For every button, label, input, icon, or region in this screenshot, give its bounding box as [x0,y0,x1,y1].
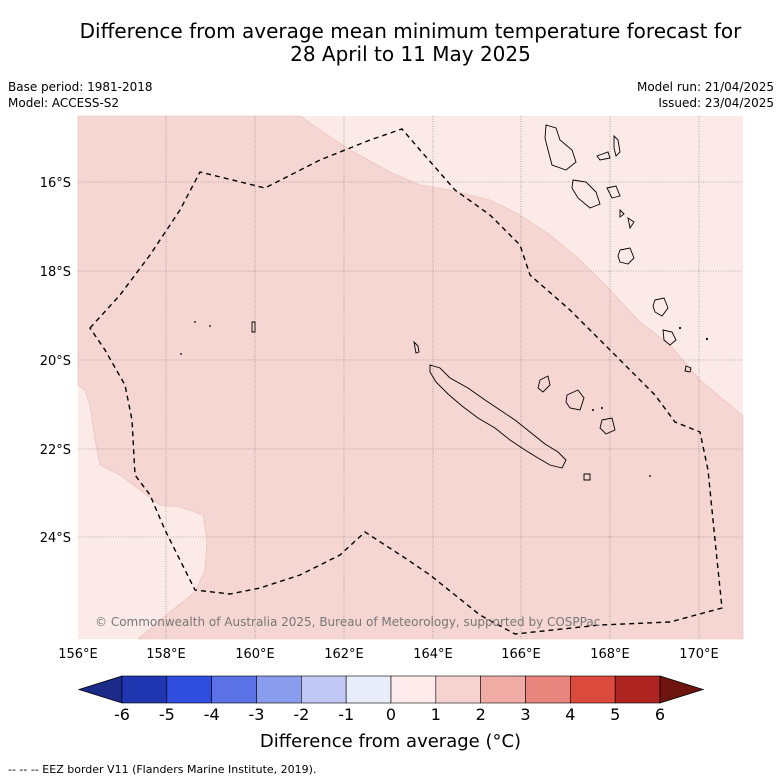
coastlines [251,124,692,481]
lat-label-16: 16°S [40,176,71,191]
colorbar-tick-label: 0 [386,705,396,724]
colorbar-segment [570,675,616,704]
colorbar-tick-label: -5 [159,705,175,724]
loyalty-island-2 [565,389,585,411]
issued-date: Issued: 23/04/2025 [658,96,774,110]
model-name: Model: ACCESS-S2 [8,96,120,110]
islet-g [649,475,651,477]
matthew-island [684,365,692,373]
loyalty-east-1 [652,297,669,317]
vanuatu-malakula [571,179,601,209]
base-period: Base period: 1981-2018 [8,80,153,94]
islet-c [180,353,182,355]
colorbar [77,675,705,704]
isle-of-pines [583,473,591,481]
loyalty-island-3 [599,417,616,435]
vanuatu-tanna [617,247,635,265]
lon-label-156: 156°E [58,647,98,662]
colorbar-tick-label: 5 [610,705,620,724]
eez-border [89,128,723,635]
lon-label-162: 162°E [324,647,364,662]
longitude-labels: 156°E 158°E 160°E 162°E 164°E 166°E 168°… [58,647,719,662]
lat-label-18: 18°S [40,265,71,280]
colorbar-tick-label: 2 [476,705,486,724]
vanuatu-santo [544,124,577,171]
islet-f [705,337,709,341]
colorbar-segment [166,675,212,704]
colorbar-segment [301,675,347,704]
colorbar-segment [435,675,481,704]
colorbar-tick-label: 1 [431,705,441,724]
colorbar-tick-labels: -6 -5 -4 -3 -2 -1 0 1 2 3 4 5 6 [114,705,665,724]
lat-label-24: 24°S [40,531,71,546]
islet-a [251,321,256,333]
colorbar-tick-label: -6 [114,705,130,724]
colorbar-tick-label: 4 [565,705,575,724]
lon-label-158: 158°E [146,647,186,662]
new-caledonia-coast [429,364,567,469]
colorbar-segment [121,675,168,704]
title-line-1: Difference from average mean minimum tem… [79,19,742,43]
islet-d [209,325,211,327]
vanuatu-island-a [596,151,611,161]
vanuatu-island-c [619,208,625,218]
vanuatu-island-d [627,217,635,230]
meta-right: Model run: 21/04/2025 Issued: 23/04/2025 [637,79,774,111]
colorbar-extend-high [659,675,705,704]
lat-label-22: 22°S [40,443,71,458]
loyalty-island-1 [537,375,551,393]
islet-h [592,409,594,411]
colorbar-title: Difference from average (°C) [259,731,522,752]
colorbar-segment [390,675,437,704]
title-line-2: 28 April to 11 May 2025 [290,42,531,66]
colorbar-extend-low [77,675,123,704]
vanuatu-island-b [613,134,621,157]
islet-e [678,326,682,330]
colorbar-segment [211,675,257,704]
model-run: Model run: 21/04/2025 [636,80,774,94]
meta-left: Base period: 1981-2018 Model: ACCESS-S2 [8,79,153,111]
colorbar-tick-label: -3 [249,705,265,724]
vanuatu-efate [606,185,621,199]
copyright-text: © Commonwealth of Australia 2025, Bureau… [95,615,600,629]
colorbar-segment [256,675,302,704]
lon-label-170: 170°E [679,647,719,662]
colorbar-segment [525,675,571,704]
colorbar-tick-label: -1 [338,705,354,724]
lon-label-166: 166°E [501,647,541,662]
colorbar-tick-label: 3 [520,705,530,724]
lon-label-168: 168°E [590,647,630,662]
latitude-labels: 16°S 18°S 20°S 22°S 24°S [40,176,71,546]
lon-label-164: 164°E [413,647,453,662]
eez-footnote: -- -- -- EEZ border V11 (Flanders Marine… [8,763,317,776]
colorbar-tick-label: 6 [655,705,665,724]
colorbar-segment [614,675,661,704]
map-panel [77,115,744,640]
colorbar-segment [480,675,526,704]
lat-label-20: 20°S [40,354,71,369]
graticule [78,116,743,639]
colorbar-tick-label: -2 [293,705,309,724]
chart-title: Difference from average mean minimum tem… [0,20,781,66]
belep-island [413,340,420,354]
colorbar-segment [345,675,392,704]
loyalty-east-2 [662,329,677,346]
islet-i [601,407,603,409]
lon-label-160: 160°E [235,647,275,662]
colorbar-tick-label: -4 [204,705,220,724]
islet-b [194,321,196,323]
anomaly-region-0-1 [77,115,744,640]
small-islets [180,321,709,477]
